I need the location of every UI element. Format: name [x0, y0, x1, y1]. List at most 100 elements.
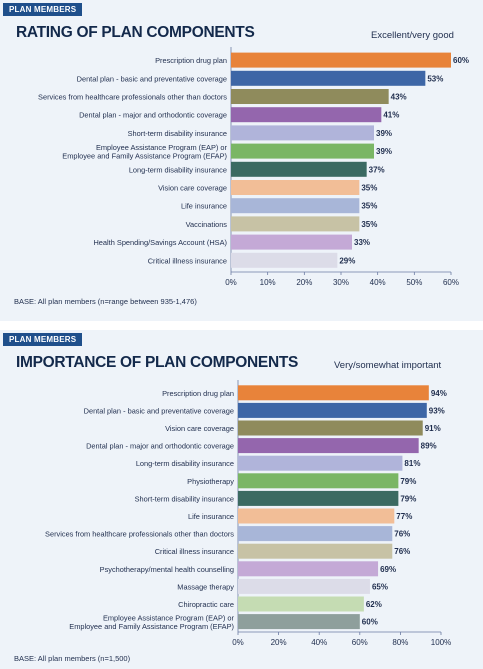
value-label: 41%: [383, 111, 399, 120]
bar: [238, 561, 379, 577]
value-label: 65%: [372, 582, 388, 591]
category-label: Prescription drug plan: [162, 389, 234, 398]
value-label: 29%: [339, 256, 355, 265]
rating-chart: 60% Prescription drug plan 53% Dental plan …: [38, 47, 469, 287]
category-label: Dental plan - major and orthodontic cove…: [79, 111, 227, 120]
value-label: 62%: [366, 600, 382, 609]
importance-chart: 94% Prescription drug plan 93% Dental plan …: [45, 380, 451, 647]
x-tick-label: 40%: [370, 278, 386, 287]
category-label: Employee Assistance Program (EAP) or: [103, 613, 235, 622]
value-label: 77%: [396, 512, 412, 521]
value-label: 91%: [425, 424, 441, 433]
bar: [238, 385, 429, 401]
x-tick-label: 30%: [333, 278, 349, 287]
x-tick-label: 60%: [443, 278, 459, 287]
bar: [238, 614, 360, 630]
category-label: Services from healthcare professionals o…: [45, 530, 234, 539]
category-label: Short-term disability insurance: [128, 129, 227, 138]
section-tag: PLAN MEMBERS: [3, 333, 83, 346]
category-label: Long-term disability insurance: [129, 165, 227, 174]
category-label: Physiotherapy: [187, 477, 234, 486]
base-note: BASE: All plan members (n=1,500): [14, 654, 131, 663]
bar: [238, 490, 399, 506]
legend-label: Very/somewhat important: [334, 360, 442, 371]
x-tick-label: 40%: [311, 638, 327, 647]
category-label: Short-term disability insurance: [135, 494, 234, 503]
value-label: 79%: [400, 477, 416, 486]
x-tick-label: 60%: [352, 638, 368, 647]
category-label: Vaccinations: [186, 220, 228, 229]
category-label: Critical illness insurance: [148, 256, 227, 265]
bar: [231, 234, 352, 250]
bar: [231, 125, 374, 141]
value-label: 93%: [429, 406, 445, 415]
x-tick-label: 0%: [225, 278, 237, 287]
value-label: 76%: [394, 547, 410, 556]
value-label: 60%: [362, 618, 378, 627]
bar: [231, 89, 389, 104]
value-label: 79%: [400, 494, 416, 503]
value-label: 89%: [421, 442, 437, 451]
value-label: 94%: [431, 389, 447, 398]
chart-title: RATING OF PLAN COMPONENTS: [16, 24, 255, 41]
value-label: 39%: [376, 147, 392, 156]
category-label: Long-term disability insurance: [136, 459, 234, 468]
category-label: Employee and Family Assistance Program (…: [69, 622, 234, 631]
category-label: Health Spending/Savings Account (HSA): [93, 238, 227, 247]
category-label: Dental plan - basic and preventative cov…: [77, 74, 227, 83]
bar: [231, 161, 367, 177]
category-label: Services from healthcare professionals o…: [38, 93, 227, 102]
bar: [238, 543, 393, 559]
bar: [238, 438, 419, 454]
category-label: Employee and Family Assistance Program (…: [62, 151, 227, 160]
bar: [238, 455, 403, 471]
x-tick-label: 80%: [392, 638, 408, 647]
x-tick-label: 20%: [271, 638, 287, 647]
section-tag: PLAN MEMBERS: [3, 3, 83, 16]
category-label: Prescription drug plan: [155, 56, 227, 65]
category-label: Life insurance: [188, 512, 234, 521]
x-tick-label: 100%: [431, 638, 451, 647]
bar: [231, 198, 360, 214]
category-label: Massage therapy: [177, 582, 234, 591]
value-label: 35%: [361, 184, 377, 193]
x-tick-label: 10%: [260, 278, 276, 287]
value-label: 33%: [354, 238, 370, 247]
value-label: 43%: [391, 93, 407, 102]
value-label: 81%: [404, 459, 420, 468]
category-label: Chiropractic care: [178, 600, 234, 609]
category-label: Dental plan - basic and preventative cov…: [84, 406, 234, 415]
value-label: 60%: [453, 56, 469, 65]
x-tick-label: 0%: [232, 638, 244, 647]
value-label: 76%: [394, 530, 410, 539]
bar: [231, 107, 382, 123]
bar: [238, 420, 423, 436]
bar: [238, 596, 364, 612]
bar: [231, 180, 360, 195]
bar: [238, 526, 393, 542]
importance-panel: PLAN MEMBERS IMPORTANCE OF PLAN COMPONEN…: [0, 330, 483, 669]
category-label: Dental plan - major and orthodontic cove…: [86, 442, 234, 451]
value-label: 69%: [380, 565, 396, 574]
bar: [231, 252, 338, 268]
value-label: 35%: [361, 220, 377, 229]
x-tick-label: 50%: [406, 278, 422, 287]
category-label: Vision care coverage: [158, 184, 227, 193]
category-label: Vision care coverage: [165, 424, 234, 433]
category-label: Employee Assistance Program (EAP) or: [96, 143, 228, 152]
value-label: 37%: [369, 165, 385, 174]
value-label: 39%: [376, 129, 392, 138]
category-label: Psychotherapy/mental health counselling: [100, 565, 234, 574]
chart-title: IMPORTANCE OF PLAN COMPONENTS: [16, 354, 299, 371]
base-note: BASE: All plan members (n=range between …: [14, 297, 197, 306]
legend-label: Excellent/very good: [371, 30, 454, 41]
category-label: Critical illness insurance: [155, 547, 234, 556]
x-tick-label: 20%: [296, 278, 312, 287]
bar: [231, 52, 451, 68]
bar: [231, 216, 360, 232]
value-label: 35%: [361, 202, 377, 211]
bar: [238, 578, 370, 594]
rating-panel: PLAN MEMBERS RATING OF PLAN COMPONENTS E…: [0, 0, 483, 321]
value-label: 53%: [427, 74, 443, 83]
bar: [231, 143, 374, 159]
